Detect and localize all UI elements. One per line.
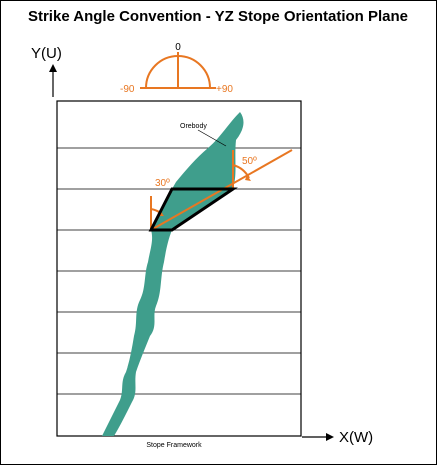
stope-outline bbox=[148, 187, 238, 232]
protractor-zero-label: 0 bbox=[175, 42, 181, 53]
protractor-plus90-label: +90 bbox=[216, 84, 233, 95]
angle-label-50: 50º bbox=[242, 156, 257, 167]
framework-levels bbox=[57, 147, 301, 395]
angle-label-30: 30º bbox=[155, 178, 170, 189]
protractor-arc bbox=[144, 55, 212, 89]
stope-framework-box bbox=[56, 100, 302, 437]
y-axis-label: Y(U) bbox=[31, 45, 62, 62]
y-axis-arrowhead bbox=[49, 64, 57, 72]
orebody-shape bbox=[102, 112, 244, 436]
framework-caption: Stope Framework bbox=[146, 442, 202, 449]
protractor-minus90-label: -90 bbox=[120, 84, 135, 95]
orebody-label: Orebody bbox=[180, 123, 207, 130]
angle-arc-right bbox=[232, 164, 250, 179]
x-axis-arrowhead bbox=[326, 433, 334, 441]
protractor: 0 -90 +90 bbox=[120, 42, 233, 95]
angle-arrowhead-right bbox=[245, 175, 251, 181]
diagram-title: Strike Angle Convention - YZ Stope Orien… bbox=[28, 8, 408, 25]
orebody-leader-line bbox=[197, 129, 227, 147]
x-axis-label: X(W) bbox=[339, 429, 373, 446]
